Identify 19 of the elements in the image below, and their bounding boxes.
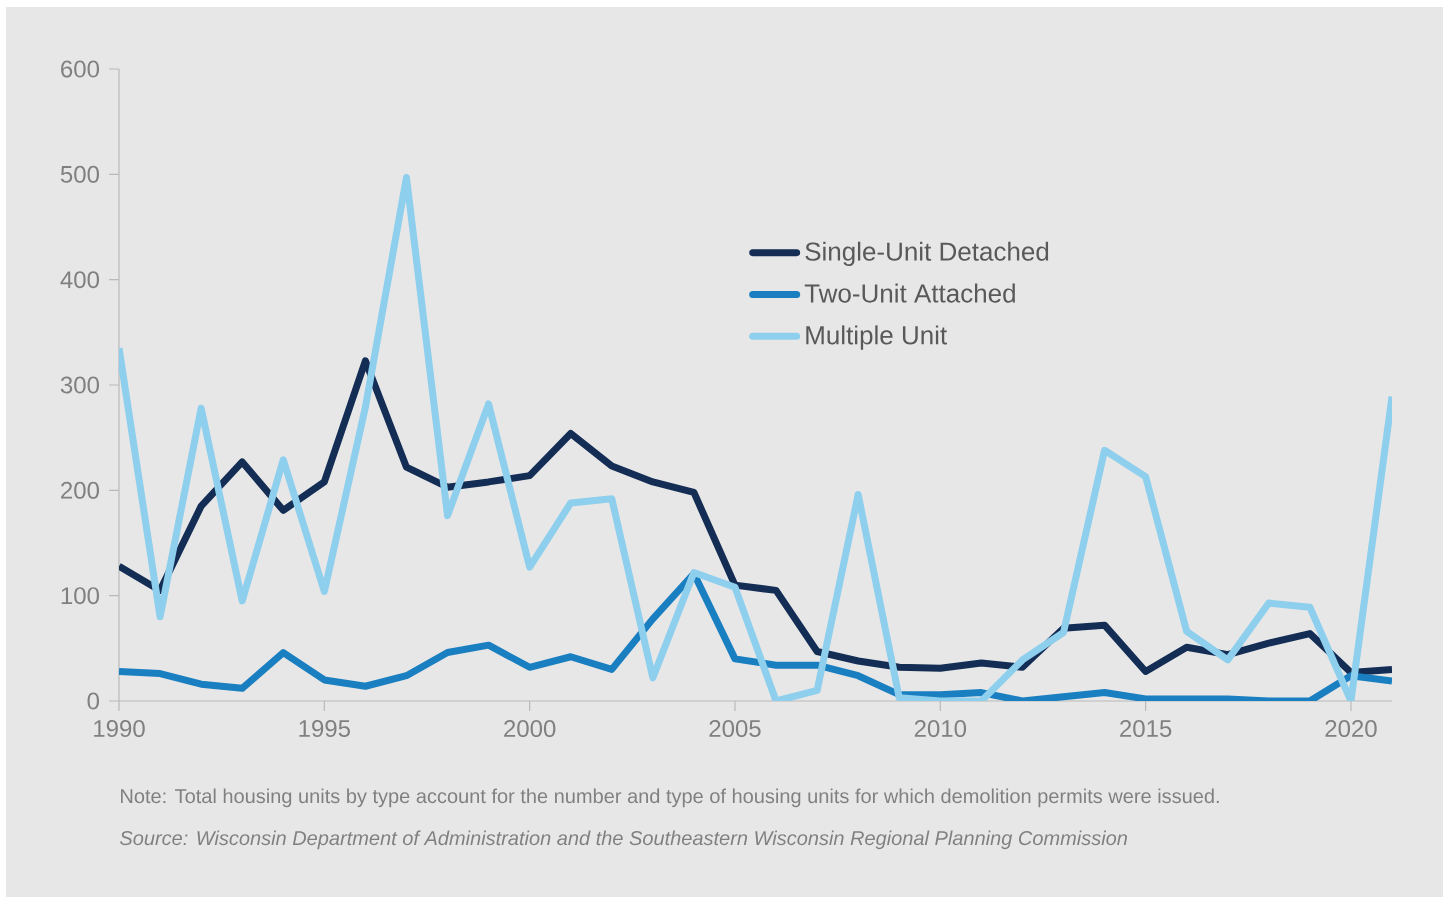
y-tick-label: 500 <box>60 165 100 183</box>
x-tick-label: 1990 <box>94 720 145 738</box>
y-tick-label: 300 <box>60 376 100 394</box>
text: Note: Total housing units by type account for the number and type of housing units for which demolition permits were issued. <box>121 788 1219 808</box>
legend-label: Two-Unit Attached <box>804 283 1015 303</box>
x-tick-label: 2010 <box>914 720 967 738</box>
x-tick-label: 2005 <box>709 720 761 738</box>
x-tick-label: 2015 <box>1120 720 1172 738</box>
x-tick-label: 2020 <box>1325 720 1377 738</box>
y-tick-label: 600 <box>61 60 100 78</box>
source-note: Source: Wisconsin Department of Administration and the Southeastern Wisconsin Regional Planning Commission <box>119 830 1127 850</box>
x-tick-label: 2000 <box>504 720 556 738</box>
y-tick-label: 400 <box>60 271 100 289</box>
legend-label: Single-Unit Detached <box>805 241 1049 266</box>
y-tick-label: 0 <box>87 692 100 710</box>
y-tick-label: 100 <box>61 587 100 605</box>
x-tick-label: 1995 <box>299 720 350 738</box>
legend-label: Multiple Unit <box>806 325 947 350</box>
y-tick-label: 200 <box>61 481 100 499</box>
